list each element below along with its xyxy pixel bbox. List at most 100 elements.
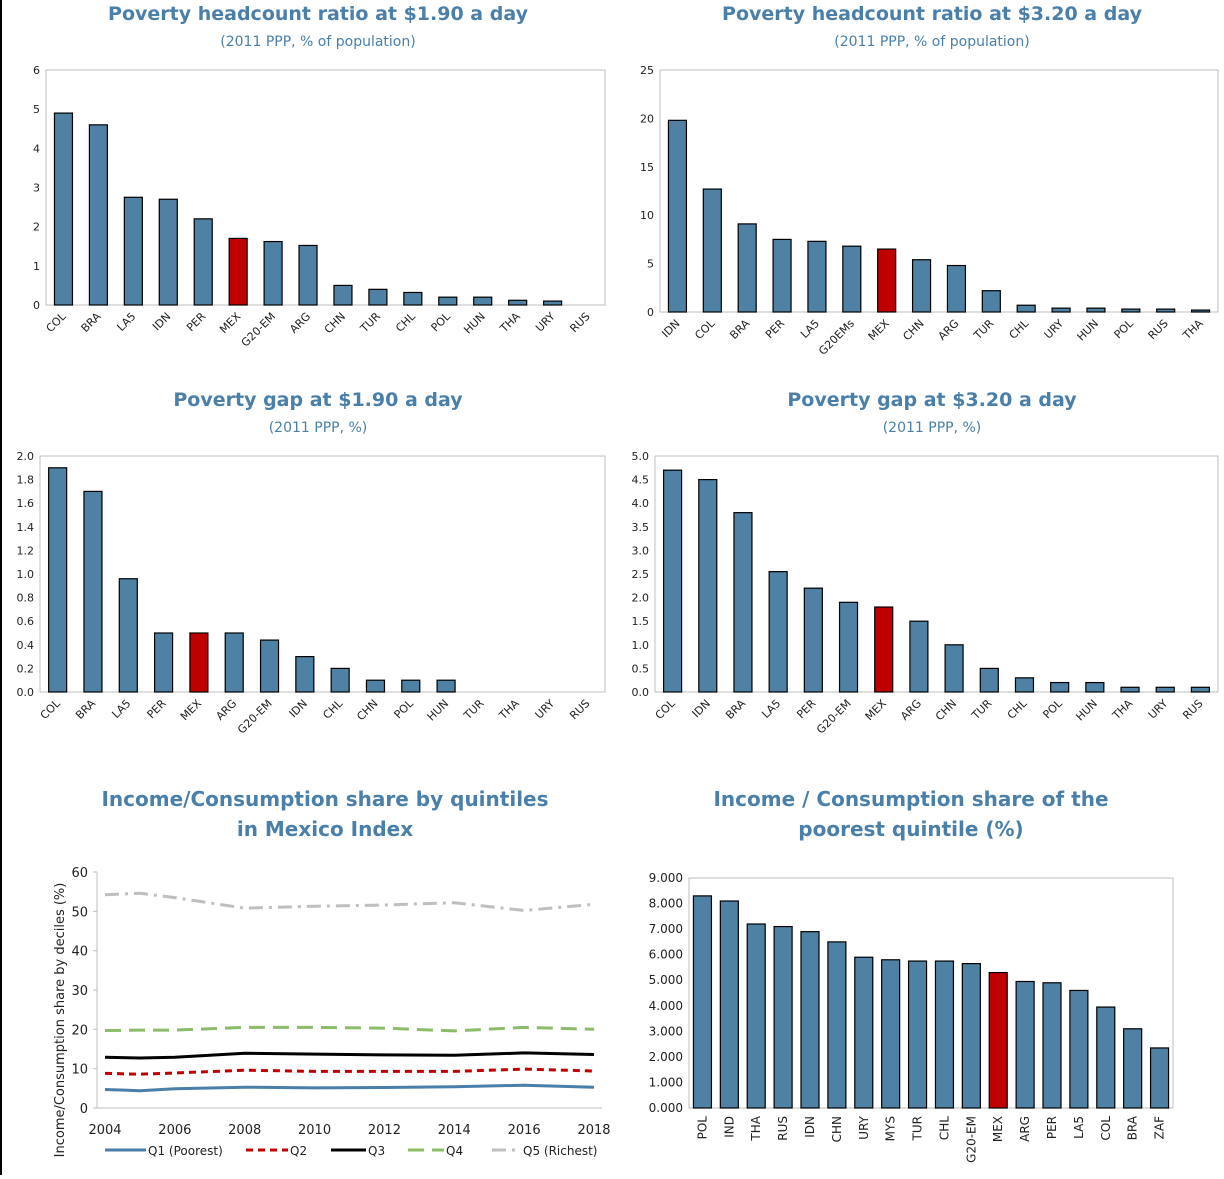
x-tick-label: POL xyxy=(392,696,417,721)
bar-col xyxy=(48,467,68,693)
bar-tha xyxy=(1120,686,1140,693)
y-tick-label: 0.8 xyxy=(17,592,35,605)
bar-hun xyxy=(436,679,456,693)
series-line-q4 xyxy=(104,1025,595,1033)
y-tick-label: 5 xyxy=(33,103,40,116)
x-tick-label: G20-EM xyxy=(814,697,854,737)
y-tick-label: 3.0 xyxy=(632,544,650,557)
bar-ury xyxy=(542,300,563,306)
bar-col xyxy=(662,469,683,693)
x-tick-label: 2008 xyxy=(228,1123,261,1138)
bar-g20-em xyxy=(838,601,859,693)
y-tick-label: 0 xyxy=(80,1102,88,1117)
bar-chl xyxy=(1016,304,1036,313)
page-left-border xyxy=(0,0,2,1175)
bar-pol xyxy=(1121,308,1141,313)
y-tick-label: 0 xyxy=(647,306,654,319)
x-tick-label: POL xyxy=(1040,696,1065,721)
legend-label: Q2 xyxy=(290,1144,307,1158)
bar-la5 xyxy=(768,571,788,693)
x-tick-label: COL xyxy=(692,316,718,342)
bar-col xyxy=(702,188,722,313)
x-tick-label: POL xyxy=(429,309,454,334)
bar-bra xyxy=(88,124,109,306)
x-tick-label: 2006 xyxy=(158,1123,191,1138)
chart-title-line: Income / Consumption share of the xyxy=(713,787,1108,811)
bar-arg xyxy=(224,632,244,693)
bar-per xyxy=(1042,982,1062,1109)
chart-title: Poverty gap at $3.20 a day xyxy=(787,389,1077,411)
y-tick-label: 2 xyxy=(33,221,40,234)
bar-chl xyxy=(1014,677,1035,693)
x-tick-label: COL xyxy=(38,696,64,722)
y-tick-label: 4.0 xyxy=(632,497,650,510)
bar-g20-em xyxy=(259,639,280,693)
x-tick-label: ARG xyxy=(898,697,924,723)
y-tick-label: 5 xyxy=(647,258,654,271)
y-tick-label: 1 xyxy=(33,260,40,273)
y-tick-label: 2.0 xyxy=(17,450,35,463)
x-tick-label: COL xyxy=(44,309,70,335)
bar-bra xyxy=(1123,1028,1143,1109)
x-tick-label: THA xyxy=(496,697,522,723)
y-tick-label: 25 xyxy=(640,64,654,77)
x-tick-label: G20EMs xyxy=(816,317,857,358)
bar-col xyxy=(1096,1006,1116,1109)
x-tick-label: BRA xyxy=(723,697,748,722)
x-tick-label: 2018 xyxy=(577,1123,610,1138)
y-tick-label: 6 xyxy=(33,64,40,77)
bar-pol xyxy=(1050,681,1070,693)
x-tick-label: CHN xyxy=(830,1116,844,1142)
bar-la5 xyxy=(118,578,138,693)
x-tick-label: THA xyxy=(1180,317,1206,343)
y-tick-label: 1.0 xyxy=(632,639,650,652)
x-tick-label: CHL xyxy=(1005,696,1030,721)
x-tick-label: ARG xyxy=(936,317,962,343)
bar-chn xyxy=(944,644,964,693)
x-tick-label: MEX xyxy=(863,697,889,723)
x-tick-label: ARG xyxy=(213,697,239,723)
x-tick-label: IDN xyxy=(287,697,310,720)
legend-label: Q4 xyxy=(446,1144,463,1158)
y-tick-label: 2.5 xyxy=(632,568,650,581)
x-tick-label: COL xyxy=(653,696,679,722)
bar-pol xyxy=(401,679,421,693)
x-tick-label: PER xyxy=(145,697,169,721)
series-line-q5-richest xyxy=(104,891,595,913)
bar-hun xyxy=(473,296,493,306)
plot-area-frame xyxy=(45,69,606,306)
bar-tha xyxy=(1190,309,1211,313)
bar-tha xyxy=(508,299,528,306)
y-tick-label: 30 xyxy=(71,984,88,999)
x-tick-label: 2010 xyxy=(298,1123,331,1138)
y-tick-label: 1.5 xyxy=(632,615,650,628)
bar-ury xyxy=(1051,307,1071,313)
y-tick-label: 0.5 xyxy=(632,662,650,675)
bar-rus xyxy=(773,925,793,1109)
x-tick-label: MEX xyxy=(991,1116,1005,1142)
chart-title-line: Income/Consumption share by quintiles xyxy=(101,787,548,811)
bar-tur xyxy=(907,960,928,1109)
y-tick-label: 2.0 xyxy=(632,592,650,605)
bar-bra xyxy=(733,512,753,693)
y-tick-label: 6.000 xyxy=(649,948,683,962)
y-tick-label: 2.000 xyxy=(649,1050,683,1064)
x-tick-label: RUS xyxy=(1146,317,1171,342)
x-tick-label: TUR xyxy=(969,697,995,723)
bar-idn xyxy=(158,198,178,306)
bar-bra xyxy=(83,490,103,693)
bar-ury xyxy=(854,956,874,1109)
x-tick-label: G20-EM xyxy=(239,310,279,350)
x-tick-label: HUN xyxy=(1074,317,1101,344)
y-tick-label: 8.000 xyxy=(649,897,683,911)
bar-per xyxy=(193,218,213,306)
y-axis-label: Income/Consumption share by deciles (%) xyxy=(53,883,68,1158)
y-tick-label: 3.5 xyxy=(632,521,650,534)
bar-chn xyxy=(827,941,847,1109)
y-tick-label: 20 xyxy=(71,1023,88,1038)
x-tick-label: CHL xyxy=(937,1116,951,1140)
x-tick-label: IND xyxy=(722,1116,736,1138)
x-tick-label: BRA xyxy=(727,317,752,342)
series-line-q3 xyxy=(104,1051,595,1060)
